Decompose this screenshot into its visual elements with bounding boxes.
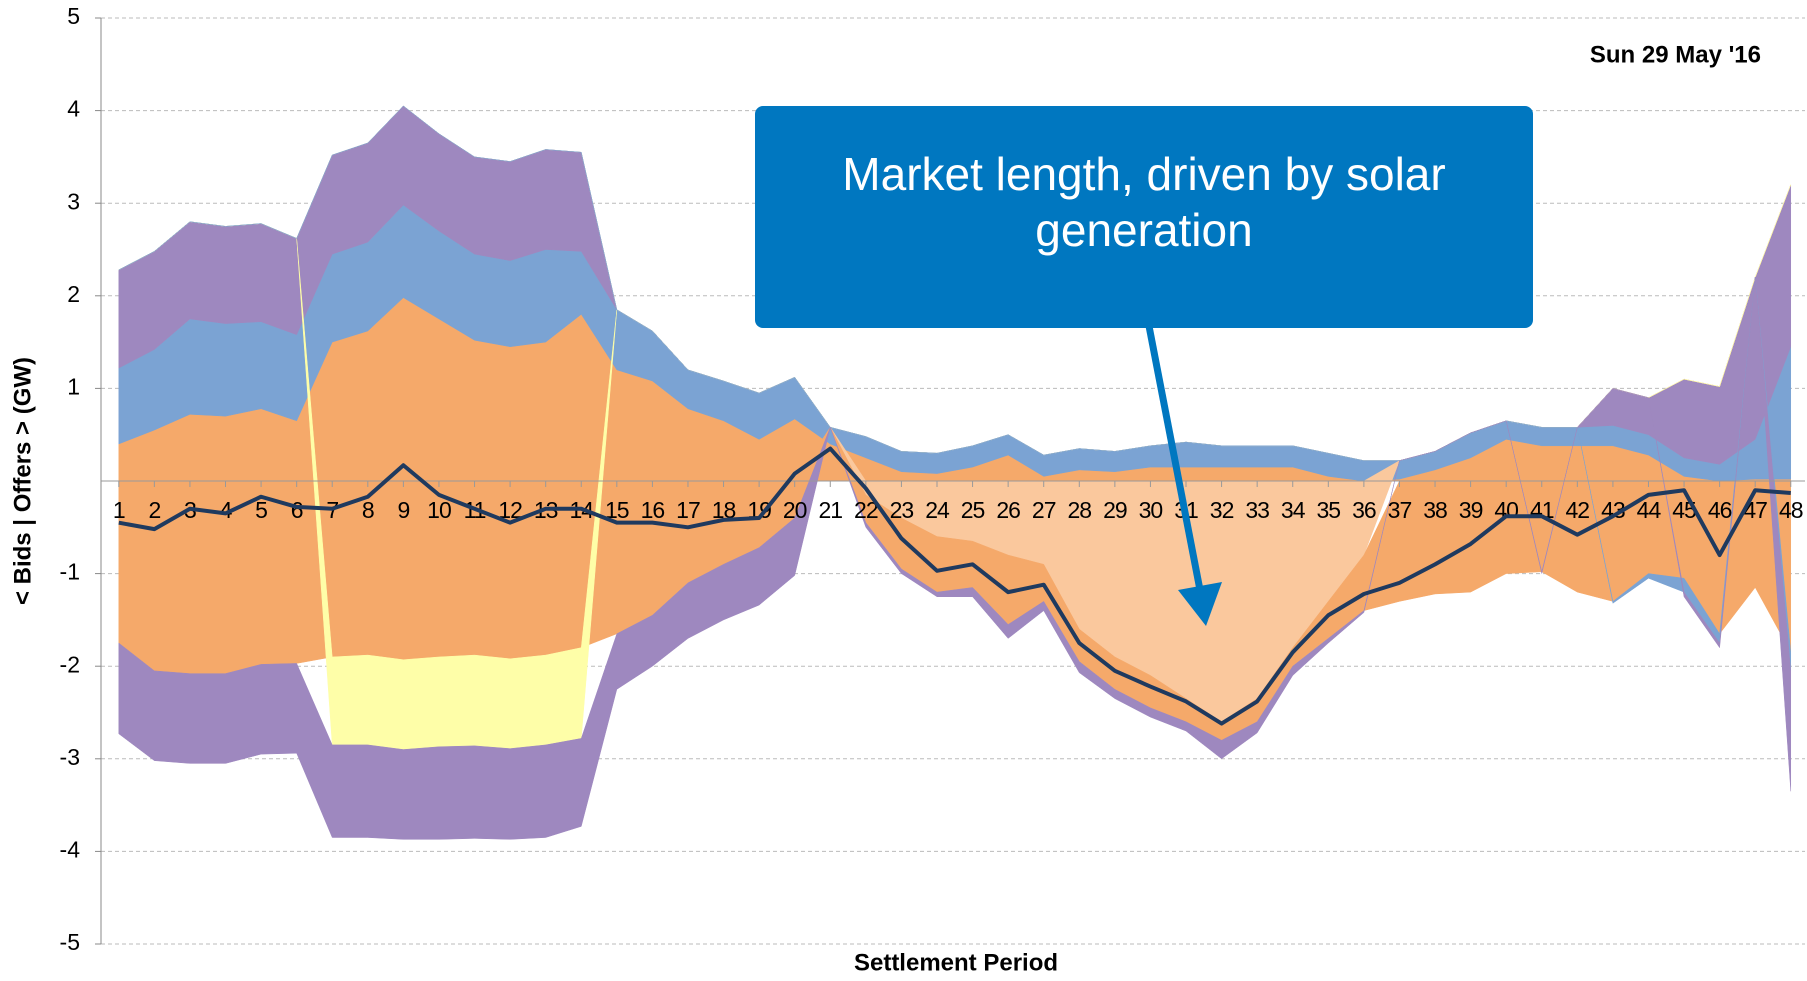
area [118,105,1792,671]
x-tick-label: 32 [1210,497,1234,523]
x-tick-label: 48 [1779,497,1803,523]
x-tick-label: 1 [113,497,125,523]
x-axis-title: Settlement Period [854,949,1058,976]
y-tick-label: -1 [60,559,80,585]
x-tick-label: 47 [1743,497,1767,523]
x-tick-label: 21 [818,497,842,523]
callout: Market length, driven by solar generatio… [755,106,1533,328]
x-tick-label: 17 [676,497,700,523]
x-tick-label: 5 [255,497,267,523]
x-tick-label: 42 [1566,497,1590,523]
x-tick-label: 34 [1281,497,1306,523]
x-tick-label: 28 [1067,497,1091,523]
x-tick-label: 36 [1352,497,1376,523]
x-tick-label: 20 [783,497,807,523]
x-tick-label: 2 [148,497,160,523]
x-tick-label: 39 [1459,497,1483,523]
y-axis-title: < Bids | Offers > (GW) [9,357,36,605]
x-tick-label: 23 [890,497,914,523]
x-tick-label: 45 [1672,497,1696,523]
x-tick-label: 33 [1245,497,1269,523]
y-tick-label: 5 [67,3,80,29]
date-label: Sun 29 May '16 [1590,41,1761,68]
x-tick-label: 24 [925,497,950,523]
y-tick-label: -2 [60,651,80,677]
x-tick-label: 26 [996,497,1020,523]
y-tick-label: -3 [60,744,80,770]
y-tick-label: 1 [67,373,80,399]
callout-arrowhead [1178,582,1222,626]
x-tick-label: 46 [1708,497,1732,523]
x-tick-label: 10 [427,497,451,523]
x-tick-label: 25 [961,497,985,523]
x-tick-label: 9 [397,497,409,523]
x-tick-label: 38 [1423,497,1447,523]
x-tick-label: 27 [1032,497,1056,523]
x-tick-label: 6 [291,497,303,523]
y-tick-label: 3 [67,188,80,214]
y-tick-label: 2 [67,281,80,307]
x-tick-label: 4 [220,497,233,523]
y-tick-label: 4 [67,96,80,122]
y-tick-label: -5 [60,929,80,955]
x-tick-label: 35 [1317,497,1341,523]
x-tick-label: 40 [1494,497,1518,523]
area [118,277,1792,840]
x-tick-label: 30 [1139,497,1163,523]
net-line [118,446,1791,726]
callout-arrow [1145,325,1204,591]
x-tick-label: 16 [641,497,665,523]
x-tick-label: 37 [1388,497,1412,523]
x-tick-label: 8 [362,497,374,523]
y-tick-label: -4 [60,836,81,862]
x-tick-label: 29 [1103,497,1127,523]
